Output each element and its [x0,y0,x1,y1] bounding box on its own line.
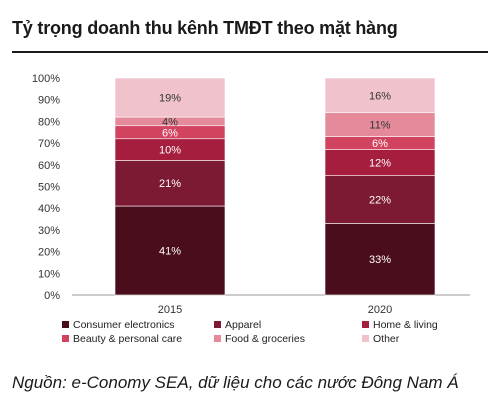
legend-label: Beauty & personal care [73,333,182,345]
y-tick-label: 80% [38,116,60,128]
legend-label: Other [373,333,400,345]
data-label: 16% [369,90,391,102]
x-axis-labels: 2015 2020 [158,304,392,316]
y-tick-label: 10% [38,268,60,280]
data-label: 33% [369,254,391,266]
legend-swatch [62,335,69,342]
y-tick-label: 70% [38,138,60,150]
y-tick-label: 20% [38,247,60,259]
data-label: 41% [159,246,181,258]
data-label: 11% [369,120,390,132]
bar-segment [114,205,226,296]
x-tick-label: 2015 [158,304,182,316]
data-label: 6% [372,138,388,150]
y-axis: 0% 10% 20% 30% 40% 50% 60% 70% 80% 90% 100% [32,73,60,302]
y-tick-label: 0% [44,290,60,302]
legend-swatch [62,321,69,328]
x-tick-label: 2020 [368,304,392,316]
data-label: 6% [162,127,178,139]
bar-segment [114,77,226,118]
legend-label: Home & living [373,319,438,331]
y-tick-label: 100% [32,73,60,85]
y-tick-label: 40% [38,203,60,215]
legend-label: Consumer electronics [73,319,175,331]
source-note: Nguồn: e-Conomy SEA, dữ liệu cho các nướ… [12,373,459,392]
data-label: 22% [369,195,391,207]
stacked-bar-chart: 0% 10% 20% 30% 40% 50% 60% 70% 80% 90% 100% 41% 21%… [32,73,470,345]
bar-segment [324,77,436,114]
legend-label: Apparel [225,319,261,331]
bar-segment [324,149,436,176]
chart-title: Tỷ trọng doanh thu kênh TMĐT theo mặt hà… [12,18,398,38]
data-label: 10% [159,145,181,157]
data-label: 4% [162,116,178,128]
legend-swatch [214,335,221,342]
y-tick-label: 60% [38,160,60,172]
bars: 41%21%10%6%4%19%33%22%12%6%11%16% [114,77,436,296]
bar-segment [324,175,436,224]
y-tick-label: 50% [38,182,60,194]
legend-label: Food & groceries [225,333,305,345]
legend: Consumer electronics Apparel Home & living… [62,319,438,345]
bar-segment [324,223,436,296]
legend-swatch [214,321,221,328]
data-label: 21% [159,178,181,190]
data-label: 12% [369,158,391,170]
legend-swatch [362,335,369,342]
y-tick-label: 30% [38,225,60,237]
legend-swatch [362,321,369,328]
title-divider [12,51,488,53]
data-label: 19% [159,93,181,105]
y-tick-label: 90% [38,95,60,107]
